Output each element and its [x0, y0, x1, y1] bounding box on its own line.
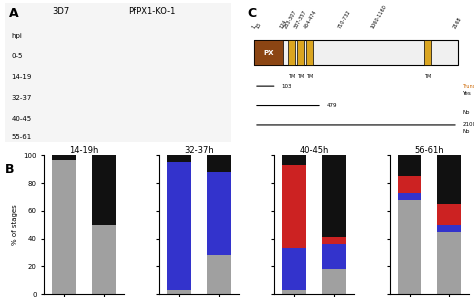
Bar [52, 155, 76, 159]
Title: 32-37h: 32-37h [184, 146, 214, 155]
Text: 1: 1 [251, 24, 257, 29]
Text: 283-307: 283-307 [283, 9, 298, 29]
Text: hpi: hpi [11, 33, 22, 39]
Text: 15: 15 [255, 21, 262, 29]
Bar [283, 290, 306, 294]
Y-axis label: % of stages: % of stages [11, 204, 18, 245]
Bar [92, 155, 116, 225]
Bar [207, 255, 231, 294]
Title: 14-19h: 14-19h [69, 146, 99, 155]
Title: 56-61h: 56-61h [415, 146, 444, 155]
Text: No: No [463, 129, 470, 134]
Bar [398, 155, 421, 176]
Text: 337-357: 337-357 [293, 9, 308, 29]
Text: 0-5: 0-5 [11, 53, 23, 59]
Text: 124: 124 [279, 19, 288, 29]
Bar [167, 162, 191, 290]
Text: 14-19: 14-19 [11, 74, 32, 80]
Bar [167, 290, 191, 294]
Bar [398, 200, 421, 294]
Title: 40-45h: 40-45h [300, 146, 329, 155]
Bar [398, 193, 421, 200]
Bar [322, 155, 346, 237]
Text: 2100: 2100 [463, 122, 474, 127]
Bar [438, 225, 461, 232]
Text: 40-45: 40-45 [11, 116, 32, 122]
Bar [438, 232, 461, 294]
Bar [322, 237, 346, 244]
Text: TM: TM [288, 74, 295, 79]
Bar [207, 172, 231, 255]
Text: 710-732: 710-732 [337, 9, 352, 29]
Text: 1060-1160: 1060-1160 [370, 4, 387, 29]
Text: TM: TM [306, 74, 313, 79]
Bar [92, 225, 116, 294]
Text: TM: TM [297, 74, 304, 79]
Text: 454-474: 454-474 [303, 9, 318, 29]
Text: 32-37: 32-37 [11, 95, 32, 101]
Text: A: A [9, 7, 19, 20]
Text: B: B [5, 163, 14, 176]
Bar [52, 159, 76, 294]
Text: Yes: Yes [463, 91, 471, 96]
Bar [424, 40, 431, 65]
Text: 103: 103 [281, 84, 292, 89]
Bar [297, 40, 304, 65]
Bar [438, 155, 461, 204]
Text: Truncation obtained?: Truncation obtained? [463, 84, 474, 89]
Bar [167, 155, 191, 162]
Bar [438, 204, 461, 225]
Bar [306, 40, 313, 65]
Bar [254, 40, 283, 65]
Text: 55-61: 55-61 [11, 134, 32, 140]
Text: TM: TM [424, 74, 431, 79]
Bar [207, 155, 231, 172]
Bar [283, 155, 306, 165]
Text: No: No [463, 110, 470, 115]
Bar [398, 176, 421, 193]
Bar [288, 40, 295, 65]
Text: C: C [247, 7, 256, 20]
Text: PfPX1-KO-1: PfPX1-KO-1 [128, 7, 176, 16]
Bar [283, 248, 306, 290]
Bar [322, 269, 346, 294]
Text: B: B [2, 162, 11, 175]
Text: 3D7: 3D7 [53, 7, 70, 16]
Text: PX: PX [264, 50, 274, 56]
Bar [254, 40, 458, 65]
Text: 479: 479 [327, 103, 337, 108]
Text: 2168: 2168 [453, 16, 463, 29]
Bar [322, 244, 346, 269]
Bar [283, 165, 306, 248]
